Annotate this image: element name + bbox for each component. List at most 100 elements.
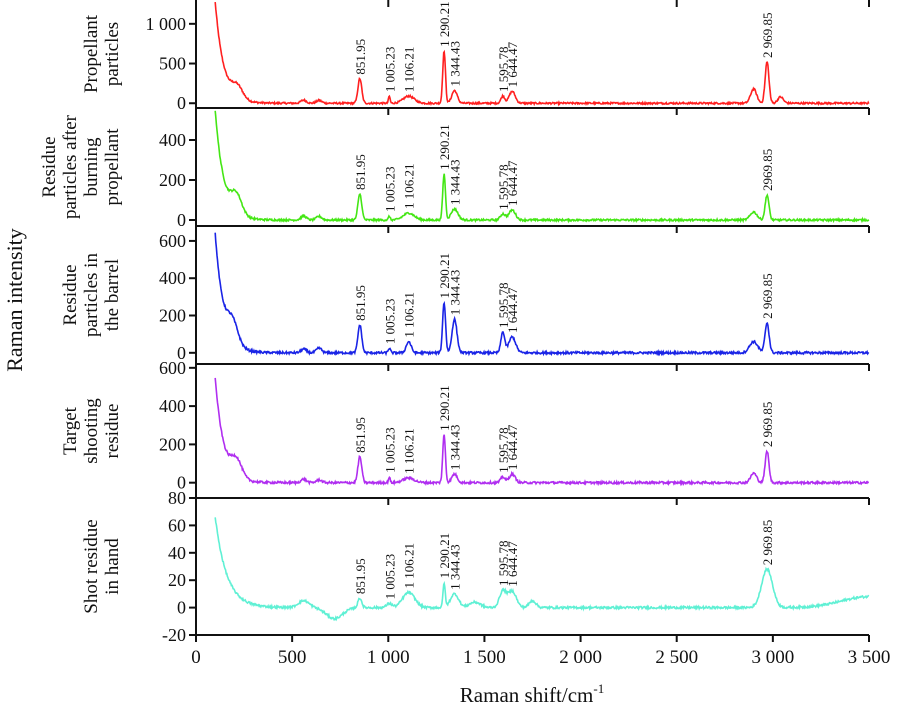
y-tick-label: 1 000 [146, 14, 187, 34]
panel-label-line: Propellant [81, 14, 102, 93]
panel-label-line: in hand [102, 538, 123, 595]
peak-label: 1 344.43 [448, 270, 463, 316]
peak-label: 851.95 [353, 417, 368, 453]
panel-label: Residue particles in the barrel [60, 253, 123, 337]
y-tick-label: 60 [168, 515, 186, 535]
y-tick-label: 400 [159, 268, 186, 288]
panel-label-line: Residue [60, 264, 81, 325]
panel-label-line: shooting [81, 398, 102, 464]
x-tick-label: 3 000 [751, 647, 794, 668]
peak-label: 1 644.47 [505, 160, 520, 206]
x-tick-label: 500 [278, 647, 307, 668]
panel-shot-residue-in-hand: -20 0 20 40 60 80 Shot residue in hand 851.95 1 0… [81, 488, 870, 645]
x-tick-label: 2 500 [655, 647, 698, 668]
panel-label-line: propellant [102, 128, 123, 206]
panel-residue-in-barrel: 0 200 400 600 Residue particles in the barrel 8… [60, 226, 870, 365]
y-tick-label: 200 [159, 306, 186, 326]
peak-label: 1 344.43 [448, 425, 463, 471]
panel-label: Residue particles after burning propellant [39, 114, 123, 219]
peak-label: 1 595.78 [496, 427, 511, 473]
peak-label: 1 595.78 [496, 540, 511, 586]
y-tick-label: 40 [168, 543, 186, 563]
panel-label-line: residue [102, 404, 123, 459]
peak-label: 1 290.21 [437, 533, 452, 579]
peak-label: 1 005.23 [382, 47, 397, 93]
x-tick-label: 1 500 [463, 647, 506, 668]
panel-label: Target shooting residue [60, 398, 123, 464]
peak-label: 1 290.21 [437, 253, 452, 299]
spectrum-line [214, 517, 870, 622]
peak-label: 1 344.43 [448, 544, 463, 590]
spectrum-line [214, 377, 870, 487]
panel-target-shooting-residue: 0 200 400 600 Target shooting residue 851.95 1 0… [60, 358, 870, 499]
y-tick-label: 0 [177, 598, 186, 618]
peak-label: 1 344.43 [448, 41, 463, 87]
peak-label: 1 595.78 [496, 282, 511, 328]
peak-label: 1 290.21 [437, 124, 452, 170]
peak-label: 1 290.21 [437, 385, 452, 431]
x-tick-label: 1 000 [367, 647, 410, 668]
panel-label-line: Target [60, 406, 81, 455]
peak-label: 1 005.23 [382, 554, 397, 600]
panel-label: Propellant particles [81, 14, 123, 93]
spectrum-line [214, 2, 870, 107]
x-axis: 0 500 1 000 1 500 2 000 2 500 3 000 3 500 [191, 635, 890, 668]
y-tick-label: 0 [177, 473, 186, 493]
y-tick-label: 20 [168, 570, 186, 590]
peak-label: 2 969.85 [760, 520, 775, 566]
peak-label: 1 644.47 [505, 287, 520, 333]
panel-label-line: Residue [39, 136, 60, 197]
peak-label: 1 106.21 [402, 164, 417, 210]
panel-label-line: particles after [60, 114, 81, 219]
y-tick-label: 500 [159, 54, 186, 74]
peak-label: 2 969.85 [760, 402, 775, 448]
peak-label: 2 969.85 [760, 273, 775, 319]
panel-label-line: particles in [81, 253, 102, 337]
peak-label: 1 106.21 [402, 292, 417, 338]
panels: 0 500 1 000 Propellant particles 851.95 1 005.… [39, 0, 870, 645]
panel-residue-after-burning: 0 200 400 Residue particles after burning prop… [39, 108, 870, 230]
y-tick-label: 80 [168, 488, 186, 508]
peak-label: 1 005.23 [382, 299, 397, 345]
x-axis-label: Raman shift/cm-1 [460, 681, 604, 707]
panel-label-line: the barrel [102, 259, 123, 331]
y-tick-label: 0 [177, 93, 186, 113]
y-tick-label: -20 [162, 625, 186, 645]
y-tick-label: 600 [159, 358, 186, 378]
peak-label: 2 969.85 [760, 12, 775, 58]
y-tick-label: 400 [159, 130, 186, 150]
peak-label: 1 005.23 [382, 427, 397, 473]
y-tick-label: 200 [159, 170, 186, 190]
peak-label: 1 644.47 [505, 424, 520, 470]
peak-label: 1 290.21 [437, 1, 452, 47]
peak-label: 1 005.23 [382, 166, 397, 212]
panel-label-line: burning [81, 137, 102, 197]
peak-label: 1 106.21 [402, 47, 417, 93]
y-tick-label: 0 [177, 343, 186, 363]
x-tick-label: 0 [191, 647, 201, 668]
peak-label: 1 106.21 [402, 543, 417, 589]
x-axis-label-superscript: -1 [593, 681, 604, 696]
peak-label: 1 644.47 [505, 541, 520, 587]
panel-propellant-particles: 0 500 1 000 Propellant particles 851.95 1 005.… [81, 0, 870, 113]
panel-label: Shot residue in hand [81, 519, 123, 613]
panel-label-line: particles [102, 22, 123, 86]
peak-label: 1 644.47 [505, 41, 520, 87]
x-axis-label-main: Raman shift/cm [460, 683, 594, 707]
peak-label: 1 595.78 [496, 164, 511, 210]
peak-label: 1 595.78 [496, 46, 511, 92]
panel-label-line: Shot residue [81, 519, 102, 613]
peak-label: 851.95 [353, 558, 368, 594]
y-tick-label: 0 [177, 210, 186, 230]
peak-label: 851.95 [353, 39, 368, 75]
x-tick-label: 3 500 [848, 647, 891, 668]
peak-label: 1 106.21 [402, 428, 417, 474]
x-tick-label: 2 000 [559, 647, 602, 668]
y-tick-label: 600 [159, 231, 186, 251]
peak-label: 1 344.43 [448, 160, 463, 206]
peak-label: 851.95 [353, 154, 368, 190]
spectrum-line [214, 110, 870, 224]
peak-label: 2969.85 [760, 149, 775, 191]
peak-label: 851.95 [353, 285, 368, 321]
